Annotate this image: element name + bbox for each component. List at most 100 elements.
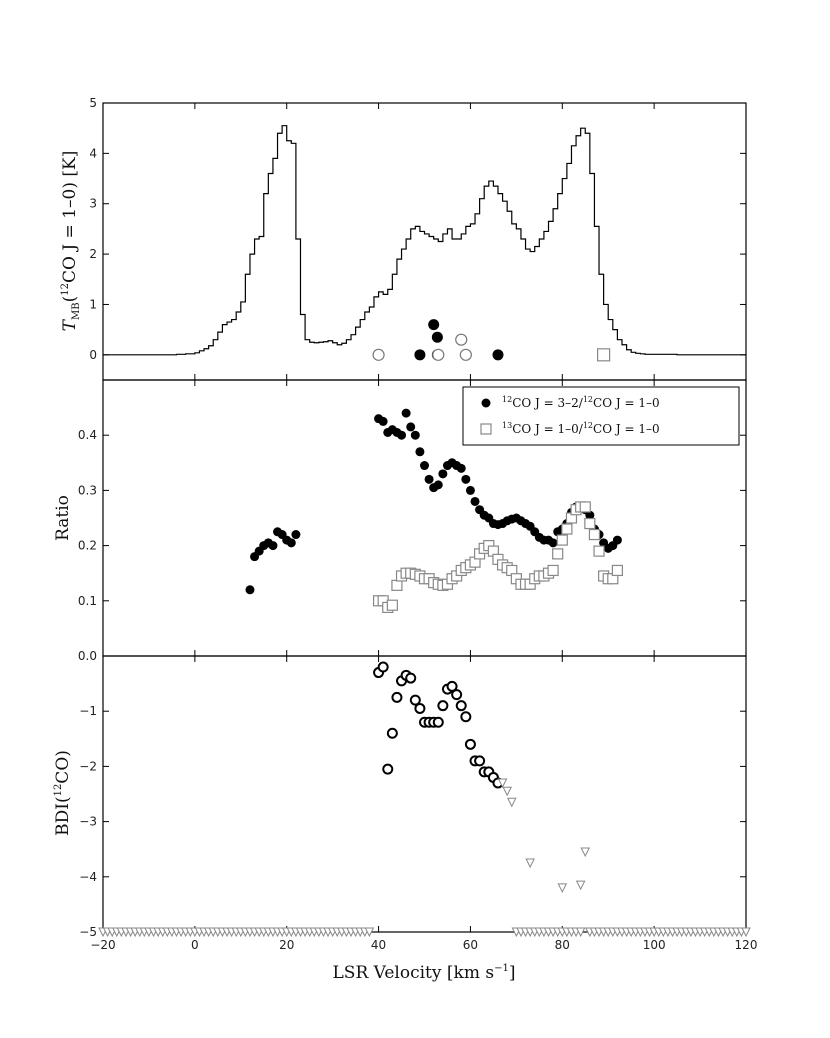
- point-open-circle: [464, 738, 476, 750]
- point-open-triangle: [575, 927, 586, 938]
- y-tick-label-ratio: 0.4: [78, 428, 97, 442]
- point-filled-circle: [378, 416, 388, 426]
- point-filled-circle: [470, 496, 480, 506]
- point-open-triangle: [575, 880, 586, 891]
- legend-label-12co-ratio: 12CO J = 3–2/12CO J = 1–0: [502, 395, 660, 410]
- point-open-triangle: [502, 786, 512, 797]
- point-open-square: [552, 548, 564, 560]
- point-open-circle: [405, 672, 417, 684]
- point-filled-circle: [420, 461, 429, 471]
- point-open-circle: [372, 348, 385, 361]
- point-open-triangle: [741, 927, 751, 938]
- point-open-triangle: [497, 778, 508, 789]
- y-tick-label-spectrum: 2: [89, 247, 97, 261]
- point-open-circle: [460, 711, 472, 723]
- point-filled-circle: [428, 319, 440, 331]
- y-tick-label-spectrum: 3: [89, 197, 97, 211]
- point-filled-circle: [245, 585, 255, 595]
- point-open-circle: [455, 333, 468, 346]
- point-filled-circle: [438, 469, 448, 479]
- x-tick-label: 80: [555, 938, 570, 952]
- point-open-circle: [377, 661, 389, 673]
- point-open-square: [611, 564, 624, 577]
- point-open-square: [547, 564, 559, 577]
- point-filled-circle: [397, 430, 407, 440]
- point-filled-circle: [612, 535, 622, 545]
- point-filled-circle: [291, 530, 301, 540]
- point-open-square: [579, 501, 591, 513]
- point-filled-circle: [401, 408, 411, 418]
- point-filled-circle: [406, 422, 416, 432]
- point-filled-circle: [286, 538, 296, 548]
- point-open-triangle: [525, 858, 535, 869]
- y-tick-label-spectrum: 0: [89, 348, 97, 362]
- point-open-circle: [432, 716, 444, 728]
- x-tick-label: 20: [279, 938, 294, 952]
- y-tick-label-spectrum: 4: [89, 146, 97, 160]
- y-tick-label-ratio: 0.1: [78, 594, 97, 608]
- point-open-circle: [432, 348, 445, 361]
- y-tick-label-bdi: −2: [79, 759, 97, 773]
- legend: 12CO J = 3–2/12CO J = 1–0 13CO J = 1–0/1…: [462, 386, 740, 446]
- point-filled-circle: [410, 430, 420, 440]
- point-filled-circle: [492, 349, 504, 361]
- point-filled-circle: [414, 349, 426, 361]
- y-tick-label-bdi: −3: [79, 815, 97, 829]
- point-open-circle: [414, 702, 426, 714]
- point-open-circle: [474, 755, 486, 767]
- x-tick-label: 60: [463, 938, 478, 952]
- point-filled-circle: [461, 474, 471, 484]
- spectrum-step-line: [103, 125, 746, 356]
- point-open-circle: [459, 348, 472, 361]
- legend-box: [462, 386, 740, 446]
- y-tick-label-bdi: −4: [79, 870, 97, 884]
- point-open-square: [561, 523, 573, 535]
- panel-spectrum: 0 1 2 3 4 5: [89, 96, 747, 381]
- point-open-circle: [391, 691, 403, 703]
- y-axis-title-top: TMB(12CO J = 1–0) [K]: [60, 151, 82, 332]
- point-open-square: [597, 348, 611, 362]
- frame-spectrum: [102, 102, 747, 381]
- point-open-square: [386, 599, 398, 611]
- y-tick-label-ratio: 0.2: [78, 539, 97, 553]
- point-open-square: [593, 545, 605, 557]
- point-open-circle: [455, 700, 467, 712]
- point-open-circle: [409, 694, 421, 706]
- legend-label-13co-ratio: 13CO J = 1–0/12CO J = 1–0: [502, 421, 660, 436]
- x-tick-label: −20: [90, 938, 115, 952]
- point-open-triangle: [364, 927, 375, 938]
- y-tick-label-spectrum: 5: [89, 96, 97, 110]
- point-filled-circle: [431, 331, 443, 343]
- point-open-circle: [437, 700, 449, 712]
- legend-marker-13co-ratio: [480, 423, 492, 435]
- point-open-triangle: [506, 797, 517, 808]
- y-tick-label-ratio: 0.3: [78, 483, 97, 497]
- point-filled-circle: [548, 538, 558, 548]
- y-tick-label-bdi: −5: [79, 925, 97, 939]
- point-filled-circle: [268, 541, 278, 551]
- x-tick-label: 120: [735, 938, 758, 952]
- legend-marker-12co-ratio: [481, 398, 491, 408]
- point-filled-circle: [424, 474, 434, 484]
- point-open-square: [588, 528, 601, 541]
- point-open-circle: [386, 727, 398, 739]
- y-tick-label-ratio: 0.0: [78, 649, 97, 663]
- x-axis-title: LSR Velocity [km s−1]: [333, 963, 516, 983]
- x-tick-label: 0: [191, 938, 199, 952]
- y-axis-title-middle: Ratio: [53, 495, 73, 541]
- y-tick-label-spectrum: 1: [89, 297, 97, 311]
- panel-bdi: −20 0 20 40 60 80 100 120 −5 −4 −3 −2 −1: [79, 655, 758, 952]
- point-open-triangle: [580, 847, 591, 858]
- frame-bdi: [102, 655, 747, 933]
- x-tick-label: 100: [643, 938, 666, 952]
- point-open-triangle: [557, 883, 568, 893]
- y-axis-title-bottom: BDI(12CO): [53, 750, 73, 836]
- point-filled-circle: [456, 463, 466, 473]
- point-open-circle: [446, 680, 458, 692]
- point-filled-circle: [433, 480, 443, 490]
- point-filled-circle: [415, 447, 425, 457]
- y-tick-label-bdi: −1: [79, 704, 97, 718]
- point-open-circle: [451, 689, 463, 701]
- point-open-square: [556, 534, 568, 546]
